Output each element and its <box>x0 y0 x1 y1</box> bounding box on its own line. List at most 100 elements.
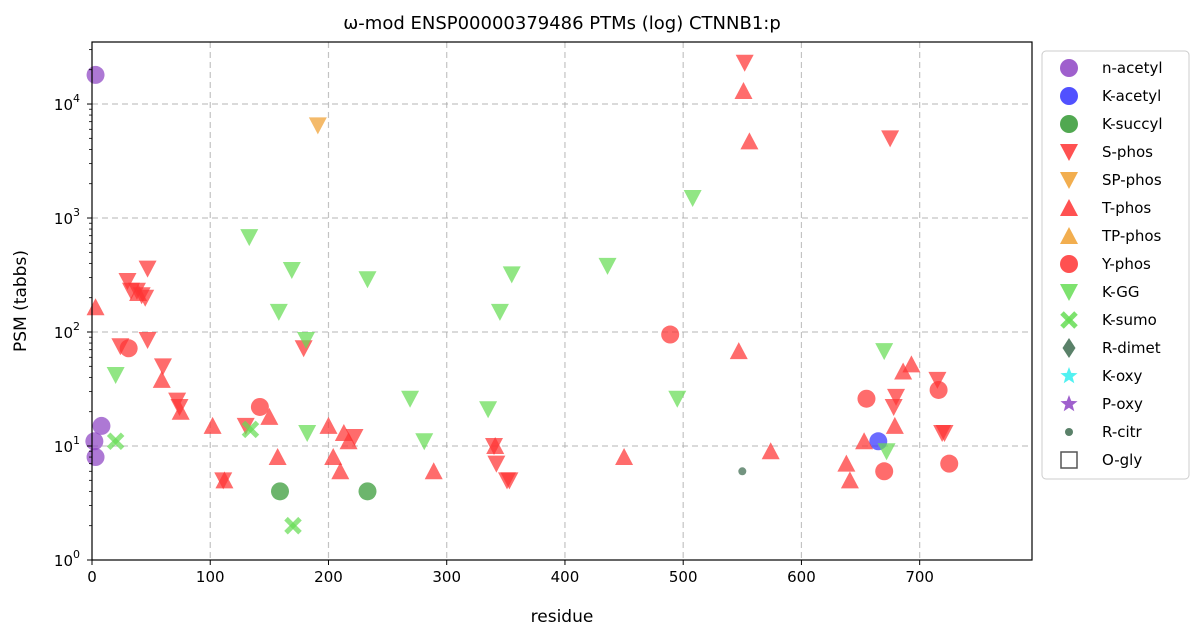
data-point-k-gg <box>598 257 617 275</box>
legend-marker-r-citr <box>1065 428 1073 436</box>
legend: n-acetyl K-acetyl K-succyl S-phos SP-phos T-p… <box>1041 50 1190 480</box>
data-point-t-phos <box>729 342 748 360</box>
data-point-t-phos <box>260 407 279 425</box>
data-point-t-phos <box>171 402 190 420</box>
data-point-t-phos <box>268 448 287 466</box>
data-point-y-phos <box>929 380 948 399</box>
data-point-k-sumo <box>106 432 125 451</box>
data-point-t-phos <box>339 432 358 450</box>
data-point-k-gg <box>282 261 301 279</box>
data-point-t-phos <box>837 454 856 472</box>
data-point-sp-phos <box>308 117 327 135</box>
data-point-t-phos <box>734 82 753 100</box>
legend-label: K-acetyl <box>1102 87 1161 105</box>
legend-label: SP-phos <box>1102 171 1162 189</box>
data-point-k-gg <box>240 229 259 247</box>
legend-marker-k-oxy <box>1060 367 1078 384</box>
legend-label: n-acetyl <box>1102 59 1163 77</box>
data-point-t-phos <box>319 416 338 434</box>
data-point-y-phos <box>250 397 269 416</box>
legend-box <box>1041 50 1190 480</box>
legend-label: P-oxy <box>1102 395 1143 413</box>
data-point-t-phos <box>840 471 859 489</box>
legend-label: K-succyl <box>1102 115 1163 133</box>
data-point-k-gg <box>401 390 420 408</box>
legend-label: R-dimet <box>1102 339 1161 357</box>
plot-frame <box>91 41 1033 561</box>
data-point-s-phos <box>928 371 947 389</box>
data-point-k-gg <box>298 425 317 443</box>
y-tick-label: 103 <box>54 206 80 228</box>
data-point-k-gg <box>479 401 498 419</box>
data-point-n-acetyl <box>86 448 105 467</box>
data-point-t-phos <box>855 432 874 450</box>
data-point-t-phos <box>885 416 904 434</box>
data-point-n-acetyl <box>86 65 105 84</box>
data-point-t-phos <box>324 448 343 466</box>
data-point-y-phos <box>940 454 959 473</box>
data-point-s-phos <box>138 332 157 350</box>
x-axis-ticks: 0 100 200 300 400 500 600 700 <box>87 560 934 586</box>
data-point-s-phos <box>345 428 364 446</box>
legend-label: K-GG <box>1102 283 1139 301</box>
data-point-s-phos <box>735 54 754 72</box>
data-points <box>85 54 959 535</box>
y-axis-label: PSM (tabbs) <box>11 250 31 352</box>
data-point-k-gg <box>269 303 288 321</box>
data-point-s-phos <box>884 398 903 416</box>
y-axis-ticks: 100 101 102 103 104 <box>54 49 92 570</box>
legend-marker-sp-phos <box>1060 172 1078 189</box>
x-tick-label: 500 <box>669 568 698 586</box>
data-point-y-phos <box>857 389 876 408</box>
data-point-r-citr <box>738 467 747 476</box>
legend-marker-o-gly <box>1060 451 1078 469</box>
data-point-k-gg <box>297 332 316 350</box>
x-tick-label: 200 <box>314 568 343 586</box>
data-point-t-phos <box>486 437 505 455</box>
legend-label: S-phos <box>1102 143 1153 161</box>
legend-marker-k-gg <box>1060 284 1078 301</box>
legend-label: O-gly <box>1102 451 1142 469</box>
x-tick-label: 600 <box>787 568 816 586</box>
data-point-s-phos <box>153 358 172 376</box>
legend-marker-t-phos <box>1060 199 1078 216</box>
data-point-k-gg <box>877 443 896 461</box>
legend-marker-p-oxy <box>1060 395 1078 412</box>
legend-marker-k-sumo <box>1060 311 1078 329</box>
y-tick-label: 104 <box>54 92 80 114</box>
data-point-n-acetyl <box>85 432 104 451</box>
legend-marker-k-acetyl <box>1060 87 1078 105</box>
data-point-k-sumo <box>284 516 302 535</box>
legend-label: K-sumo <box>1102 311 1157 329</box>
data-point-k-gg <box>668 390 687 408</box>
data-point-t-phos <box>203 416 222 434</box>
legend-label: K-oxy <box>1102 367 1143 385</box>
legend-marker-n-acetyl <box>1060 59 1078 77</box>
x-axis-label: residue <box>531 607 594 627</box>
data-point-t-phos <box>331 462 350 480</box>
grid-lines <box>92 42 1032 560</box>
data-point-t-phos <box>152 370 171 388</box>
data-point-k-succyl <box>358 482 377 501</box>
legend-label: R-citr <box>1102 423 1143 441</box>
data-point-k-gg <box>358 271 377 289</box>
data-point-k-gg <box>683 189 702 207</box>
legend-marker-tp-phos <box>1060 227 1078 244</box>
legend-label: TP-phos <box>1101 227 1161 245</box>
data-point-k-gg <box>415 433 434 451</box>
data-point-k-gg <box>875 343 894 361</box>
x-tick-label: 300 <box>432 568 461 586</box>
data-point-y-phos <box>119 339 138 358</box>
y-tick-label: 100 <box>54 548 80 570</box>
x-tick-label: 100 <box>196 568 225 586</box>
y-tick-label: 101 <box>54 434 80 456</box>
legend-label: Y-phos <box>1101 255 1151 273</box>
legend-marker-r-dimet <box>1062 338 1076 358</box>
data-point-t-phos <box>86 298 105 316</box>
data-point-s-phos <box>881 130 900 148</box>
data-point-s-phos <box>935 425 954 443</box>
legend-marker-s-phos <box>1060 144 1078 161</box>
data-point-k-gg <box>106 366 125 384</box>
x-tick-label: 700 <box>905 568 934 586</box>
data-point-t-phos <box>424 462 443 480</box>
